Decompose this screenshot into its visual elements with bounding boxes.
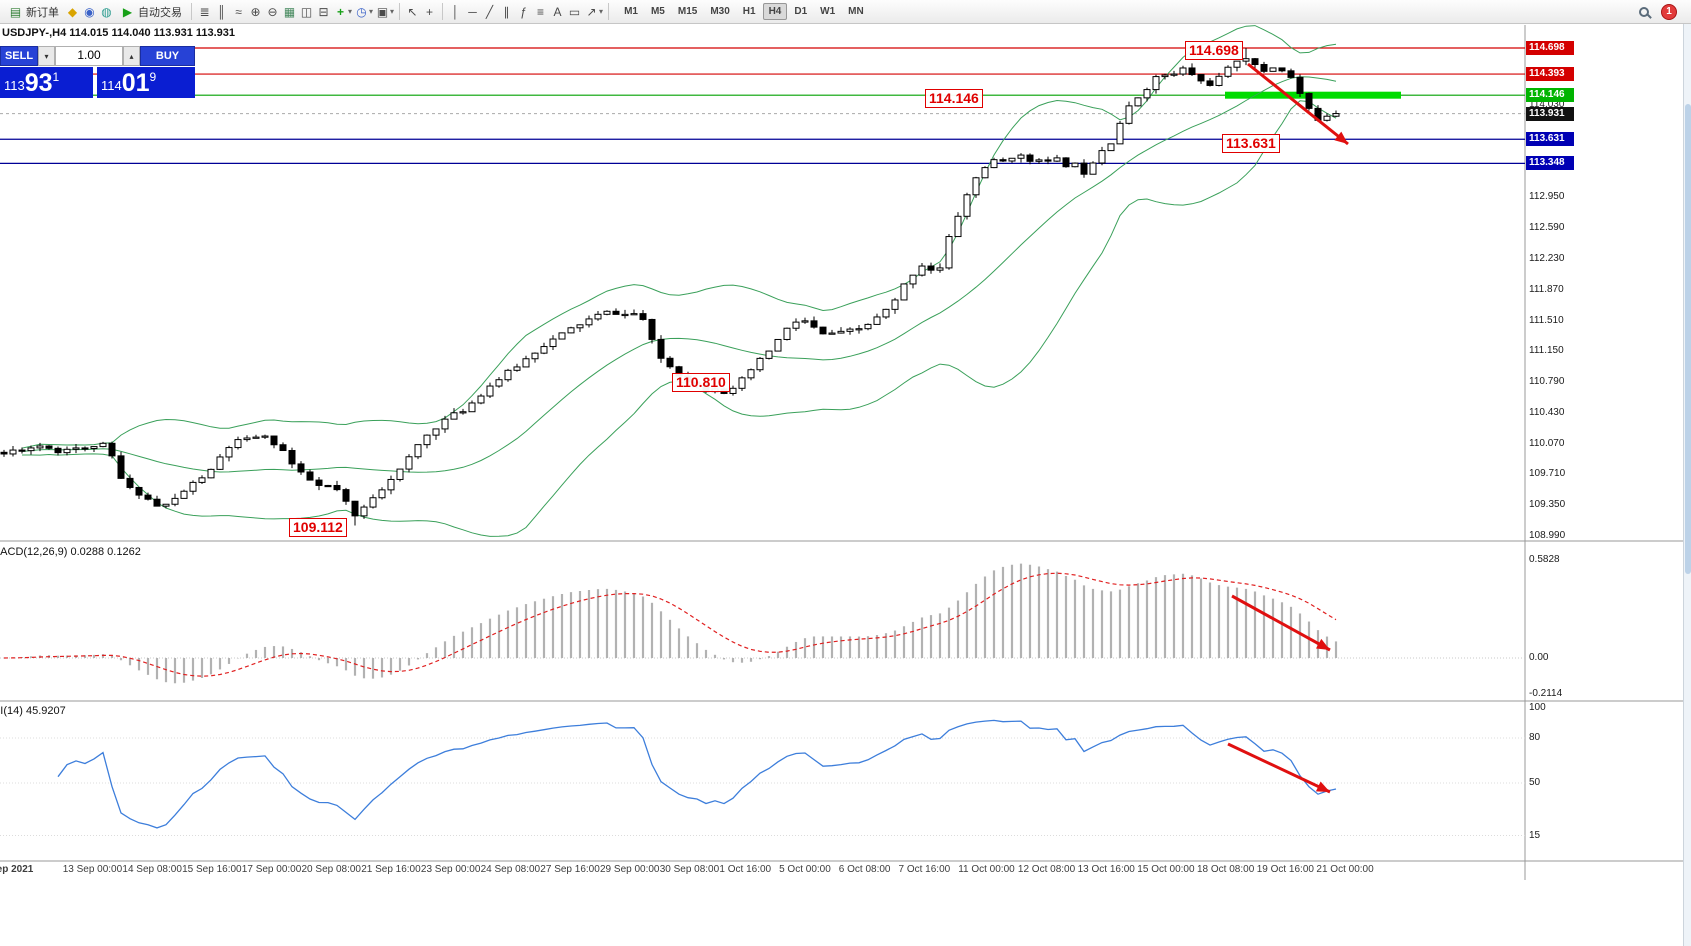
toolbar-separator [442,3,444,20]
sell-button[interactable]: SELL [0,46,38,66]
autotrading-button[interactable]: ▶ 自动交易 [116,1,186,23]
time-axis[interactable] [0,861,1525,881]
trendline-tool-icon[interactable]: ╱ [485,4,494,19]
new-order-icon: ▤ [9,4,22,19]
notification-badge[interactable]: 1 [1661,3,1677,20]
cycles-icon[interactable]: ◷ [356,4,367,19]
bar-chart-icon[interactable]: ≣ [199,4,210,19]
arrow-tool-caret-icon[interactable]: ▾ [599,7,604,16]
rsi-indicator-label: RSI(14) 45.9207 [0,705,66,717]
add-indicator-caret-icon[interactable]: ▾ [348,7,353,16]
autotrading-icon: ▶ [122,4,133,19]
timeframe-button-mn[interactable]: MN [848,6,864,17]
toolbar-separator [191,3,192,20]
toolbar: ▤ 新订单 ◆ ◉ ◍ ▶ 自动交易 ≣ ║ ≈ ⊕ ⊖ ▦ ◫ ⊟ + ▾ ◷… [0,0,1691,24]
bid-pips: 93 [24,69,53,97]
one-click-trading-panel: SELL ▾ 1.00 ▴ BUY 113 93 1 114 01 9 [0,46,195,98]
scrollbar-thumb[interactable] [1685,104,1691,574]
new-order-label: 新订单 [26,6,59,19]
text-tool-icon[interactable]: A [553,4,562,19]
chart-ohlc-title: USDJPY-,H4 114.015 114.040 113.931 113.9… [2,27,236,39]
vertical-line-tool-icon[interactable]: │ [451,4,460,19]
bid-integer: 113 [4,78,25,93]
candlestick-chart-icon[interactable]: ║ [217,4,226,19]
bid-price-display[interactable]: 113 93 1 [0,67,93,98]
navigator-icon[interactable]: ◉ [84,4,95,19]
objects-icon[interactable]: ▣ [376,4,389,19]
volume-input[interactable]: 1.00 [55,46,123,66]
toolbar-right-group: 1 [1639,3,1687,20]
volume-increase-button[interactable]: ▴ [123,46,140,66]
zoom-in-icon[interactable]: ⊕ [250,4,261,19]
timeframe-button-d1[interactable]: D1 [794,6,808,17]
add-indicator-icon[interactable]: + [336,4,344,19]
toolbar-separator [399,3,401,20]
terminal-icon[interactable]: ◍ [101,4,112,19]
crosshair-icon[interactable]: + [426,4,434,19]
price-axis[interactable] [1525,24,1683,880]
channel-tool-icon[interactable]: ∥ [503,4,510,19]
cursor-icon[interactable]: ↖ [407,4,418,19]
cycles-caret-icon[interactable]: ▾ [369,7,374,16]
ask-integer: 114 [101,78,122,93]
vertical-scrollbar[interactable] [1683,24,1691,946]
timeframe-button-w1[interactable]: W1 [820,6,836,17]
timeframe-button-m15[interactable]: M15 [677,6,698,17]
autotrading-label: 自动交易 [138,6,182,19]
objects-caret-icon[interactable]: ▾ [390,7,395,16]
volume-decrease-button[interactable]: ▾ [38,46,55,66]
ask-point: 9 [149,70,157,84]
toolbar-separator [608,3,610,20]
ask-pips: 01 [121,69,150,97]
grid-icon[interactable]: ≡ [537,4,545,19]
bid-point: 1 [52,70,60,84]
timeframe-group: M1 M5 M15 M30 H1 H4 D1 W1 MN [618,3,870,20]
arrow-tool-icon[interactable]: ↗ [586,4,597,19]
line-chart-icon[interactable]: ≈ [235,4,242,19]
new-order-button[interactable]: ▤ 新订单 [4,1,63,23]
macd-indicator-label: MACD(12,26,9) 0.0288 0.1262 [0,546,141,558]
label-tool-icon[interactable]: ▭ [568,4,581,19]
horizontal-line-tool-icon[interactable]: ─ [468,4,477,19]
buy-button[interactable]: BUY [140,46,195,66]
tile-windows-icon[interactable]: ▦ [283,4,296,19]
fibonacci-tool-icon[interactable]: ƒ [520,4,527,19]
timeframe-button-m1[interactable]: M1 [624,6,638,17]
search-icon[interactable] [1639,6,1649,17]
timeframe-button-h4[interactable]: H4 [762,3,788,20]
market-watch-icon[interactable]: ◆ [67,4,78,19]
timeframe-button-h1[interactable]: H1 [742,6,756,17]
arrange-windows-icon[interactable]: ◫ [300,4,313,19]
timeframe-button-m5[interactable]: M5 [650,6,665,17]
zoom-out-icon[interactable]: ⊖ [267,4,278,19]
ask-price-display[interactable]: 114 01 9 [97,67,195,98]
cascade-windows-icon[interactable]: ⊟ [318,4,329,19]
timeframe-button-m30[interactable]: M30 [710,6,730,17]
